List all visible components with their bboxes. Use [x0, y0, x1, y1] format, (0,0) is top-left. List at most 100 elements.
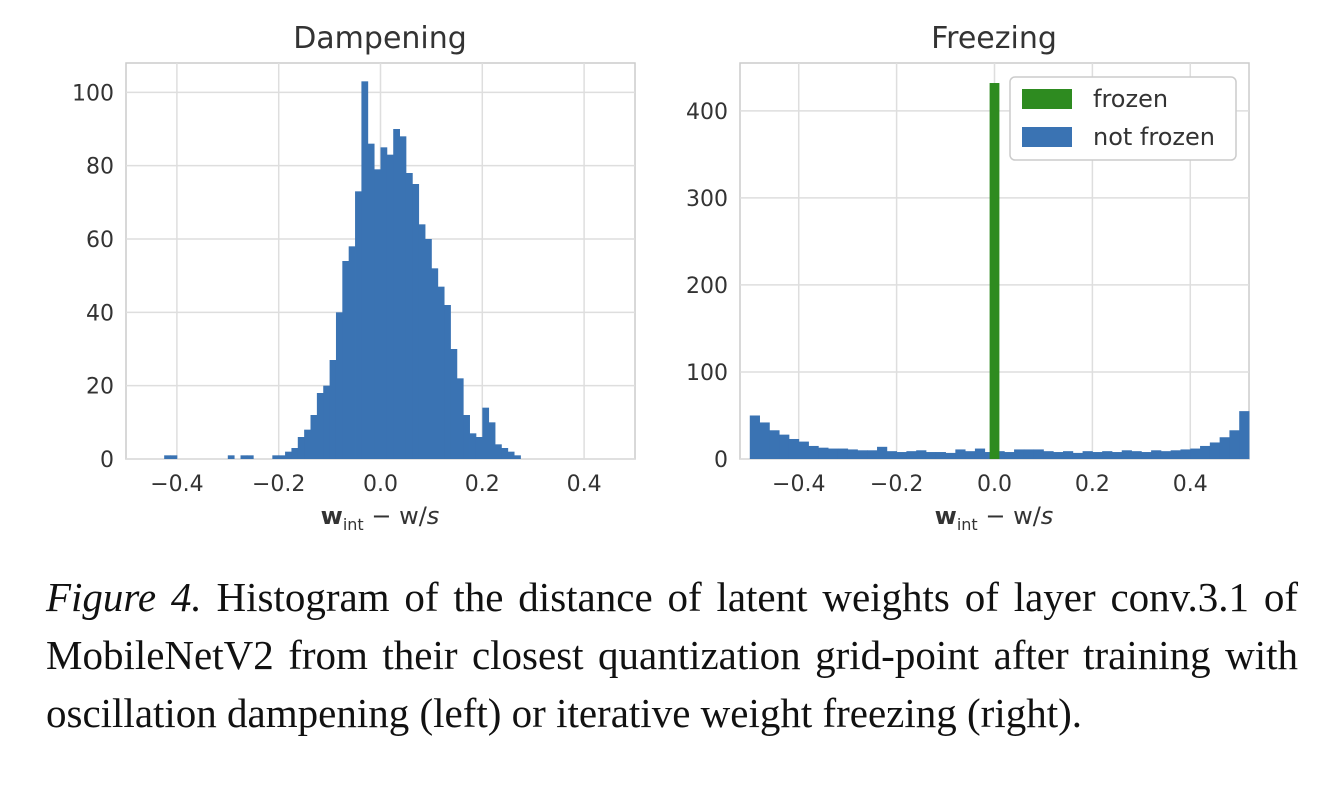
figure: −0.4 −0.2 0.0 0.2 0.4 0 20 40 60 80 100 Dampening… [72, 21, 1250, 534]
histogram-bar-not-frozen [798, 441, 809, 459]
histogram-bar [475, 437, 483, 459]
histogram-bar-not-frozen [1053, 452, 1064, 459]
histogram-bar-not-frozen [945, 452, 956, 459]
x-axis-label: wint − w/s [935, 502, 1054, 534]
histogram-bar-not-frozen [965, 451, 976, 459]
histogram-bar-not-frozen [867, 450, 878, 459]
histogram-bar [495, 444, 502, 459]
x-tick-label: 0.2 [465, 472, 500, 497]
histogram-bar-not-frozen [779, 434, 790, 459]
legend-label-frozen: frozen [1093, 85, 1168, 113]
y-tick-label: 200 [686, 274, 728, 299]
x-tick-label: −0.4 [150, 472, 203, 497]
histogram-bar [316, 393, 324, 459]
histogram-bar-not-frozen [1160, 451, 1172, 459]
histogram-bar [380, 147, 388, 460]
x-ticks: −0.4 −0.2 0.0 0.2 0.4 [150, 472, 601, 497]
y-tick-label: 400 [686, 100, 728, 125]
legend-label-not-frozen: not frozen [1093, 123, 1215, 151]
histogram-bar [374, 169, 381, 460]
histogram-bar-not-frozen [1092, 452, 1103, 459]
histogram-bar-not-frozen [1063, 451, 1074, 459]
histogram-bar-not-frozen [994, 451, 1005, 459]
histogram-bar [431, 268, 439, 459]
x-tick-label: −0.2 [870, 472, 923, 497]
histogram-bar-not-frozen [1102, 451, 1113, 459]
histogram-bar-not-frozen [1151, 450, 1162, 459]
histogram-bar-not-frozen [808, 445, 819, 459]
histogram-bar [348, 246, 356, 459]
histogram-bar-not-frozen [886, 451, 898, 459]
histogram-bar-not-frozen [906, 451, 917, 459]
histogram-bar-not-frozen [1190, 448, 1201, 459]
x-tick-label: 0.4 [1173, 472, 1208, 497]
x-axis-label: wint − w/s [321, 502, 440, 534]
histogram-bar [469, 433, 477, 459]
histogram-bar-not-frozen [1033, 449, 1044, 459]
freezing-histogram: −0.4 −0.2 0.0 0.2 0.4 0 100 200 300 400 Freezing… [686, 21, 1250, 534]
histogram-bar-not-frozen [1072, 452, 1083, 459]
figure-caption: Figure 4. Histogram of the distance of l… [46, 568, 1298, 742]
histogram-bar [335, 312, 343, 459]
histogram-bar [170, 455, 178, 459]
y-ticks: 0 100 200 300 400 [686, 100, 728, 473]
chart-title: Dampening [293, 21, 467, 56]
chart-title: Freezing [931, 21, 1057, 56]
y-tick-label: 100 [72, 81, 114, 106]
x-tick-label: 0.0 [363, 472, 398, 497]
histogram-bar-not-frozen [1229, 430, 1240, 459]
histogram-bar-not-frozen [857, 450, 868, 459]
histogram-bar-not-frozen [1082, 451, 1093, 459]
histogram-bar [240, 455, 248, 459]
histogram-bar-not-frozen [1170, 450, 1181, 459]
histogram-bar-not-frozen [1014, 449, 1025, 459]
histogram-bar-not-frozen [759, 422, 770, 459]
histogram-bar [507, 451, 515, 459]
x-tick-label: −0.4 [772, 472, 825, 497]
y-tick-label: 100 [686, 361, 728, 386]
y-tick-label: 0 [714, 448, 728, 473]
histogram-bar [386, 154, 394, 459]
histogram-bar-not-frozen [1131, 451, 1142, 459]
histogram-bar [405, 173, 413, 459]
x-tick-label: −0.2 [252, 472, 305, 497]
histogram-bar [437, 286, 445, 459]
histogram-bar [418, 224, 426, 459]
histogram-bar-not-frozen [1180, 449, 1191, 459]
histogram-bar [444, 305, 451, 459]
histogram-bar [399, 136, 407, 460]
histogram-bar [456, 378, 464, 459]
bars [164, 81, 521, 460]
y-tick-label: 80 [86, 155, 114, 180]
histogram-bar-not-frozen [1219, 437, 1230, 459]
histogram-bar-not-frozen [955, 449, 966, 459]
x-tick-label: 0.2 [1075, 472, 1110, 497]
histogram-bar [329, 360, 337, 459]
histogram-bar-not-frozen [974, 448, 986, 459]
histogram-bar-frozen [989, 83, 1000, 460]
histogram-bar-not-frozen [1239, 411, 1250, 459]
histogram-bar [164, 455, 171, 459]
histogram-bar-not-frozen [1111, 452, 1123, 459]
legend: frozen not frozen [1009, 76, 1237, 161]
histogram-bar [501, 448, 509, 459]
legend-swatch-frozen [1022, 89, 1072, 109]
histogram-bar [342, 261, 350, 459]
histogram-bar-not-frozen [828, 448, 839, 459]
caption-text: Histogram of the distance of latent weig… [46, 574, 1298, 736]
histogram-bar-not-frozen [1043, 451, 1054, 459]
histogram-bar [450, 349, 458, 459]
histogram-bar-not-frozen [769, 430, 780, 459]
histogram-bar-not-frozen [837, 448, 849, 459]
histogram-bar-not-frozen [1121, 450, 1132, 459]
histogram-bar-not-frozen [896, 452, 907, 459]
x-ticks: −0.4 −0.2 0.0 0.2 0.4 [772, 472, 1208, 497]
y-tick-label: 40 [86, 301, 114, 326]
histogram-bar [227, 455, 235, 459]
histogram-bar [412, 184, 420, 459]
histogram-bar-not-frozen [1200, 445, 1211, 459]
y-tick-label: 300 [686, 187, 728, 212]
histogram-bar [304, 429, 311, 459]
y-tick-label: 60 [86, 228, 114, 253]
histogram-bar-not-frozen [935, 452, 946, 459]
